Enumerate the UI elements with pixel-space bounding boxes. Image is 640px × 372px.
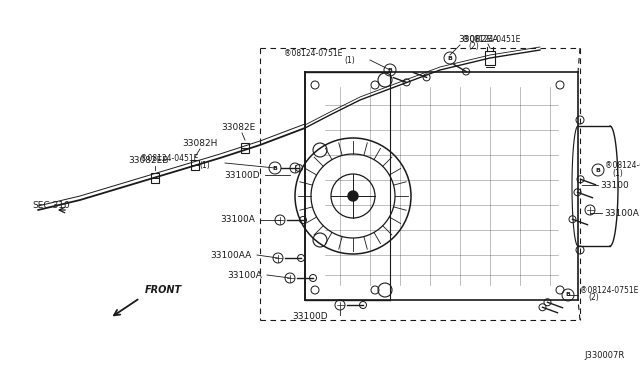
Text: B: B [273,166,277,170]
Bar [241,143,249,153]
Text: 33100: 33100 [600,180,628,189]
Text: 33100A: 33100A [220,215,255,224]
Text: 33100AA: 33100AA [211,250,252,260]
Text: ®08124-0451E: ®08124-0451E [140,154,198,163]
Text: (2): (2) [588,293,599,302]
Text: B: B [566,292,570,298]
Text: 33082EA: 33082EA [458,35,498,44]
Text: 33100D: 33100D [225,170,260,180]
Text: 33100D: 33100D [292,312,328,321]
Text: ®08124-0451E: ®08124-0451E [462,35,520,44]
Text: FRONT: FRONT [145,285,182,295]
Text: 33082H: 33082H [182,139,218,148]
Text: 33082E: 33082E [221,123,255,132]
Bar [151,173,159,183]
Text: ®08124-0751E: ®08124-0751E [284,49,342,58]
Text: (2): (2) [468,42,479,51]
Circle shape [348,191,358,201]
Text: 33100A: 33100A [604,208,639,218]
Text: B: B [447,55,452,61]
Text: (1): (1) [612,169,623,178]
Text: B: B [388,67,392,73]
Text: J330007R: J330007R [585,351,625,360]
Text: 33100A: 33100A [227,270,262,279]
Bar [485,51,495,65]
Text: (1): (1) [199,161,210,170]
Text: (1): (1) [344,56,355,65]
Bar [191,160,199,170]
Text: 33082EB: 33082EB [128,156,168,165]
Text: ®08124-0751E: ®08124-0751E [605,161,640,170]
Text: SEC.310: SEC.310 [32,201,70,209]
Text: ®08124-0751E: ®08124-0751E [580,286,638,295]
Text: B: B [596,167,600,173]
